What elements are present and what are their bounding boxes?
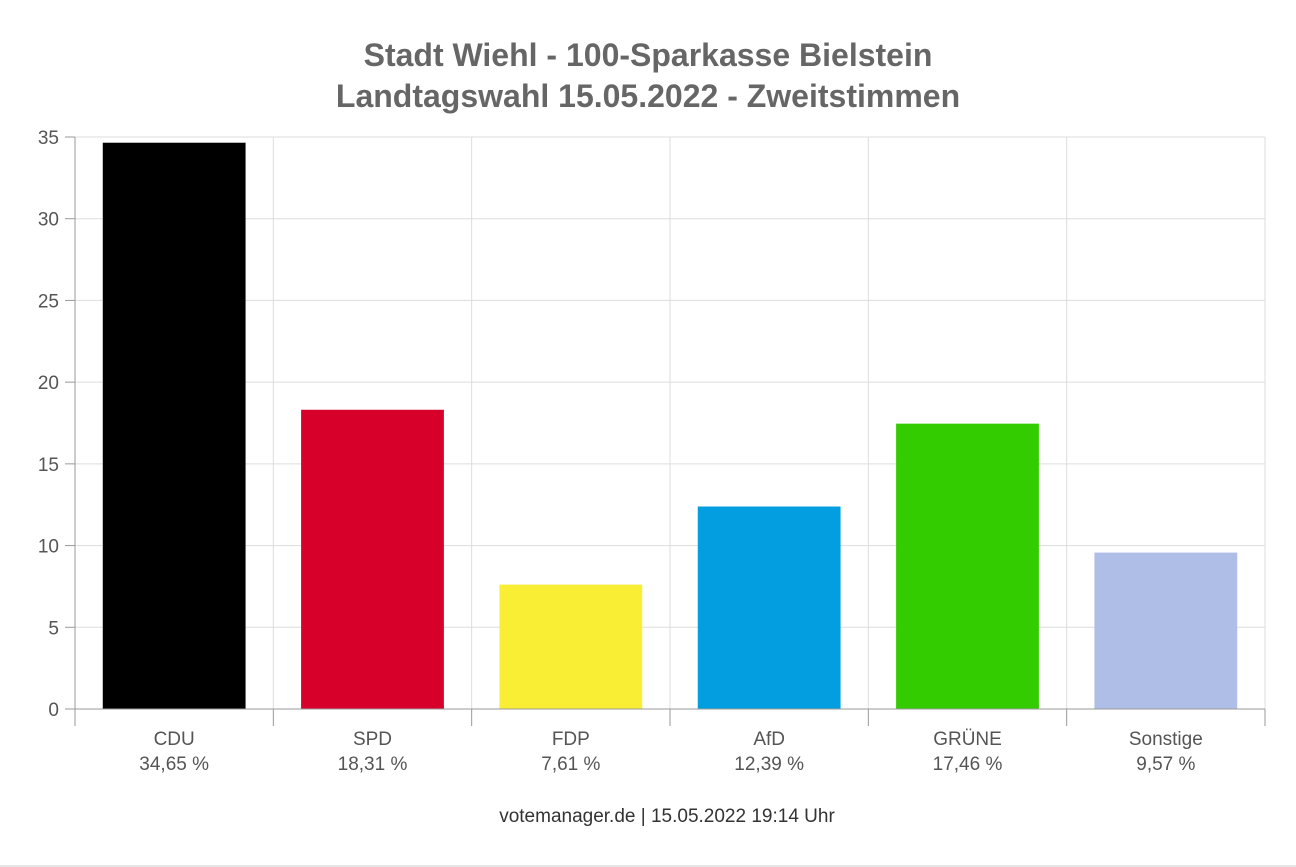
- y-tick-label: 10: [38, 537, 59, 558]
- bar-grüne: [896, 423, 1039, 709]
- label-layer: 0 5 10 15 20 25 30 35 CDU 34,65 % SPD 18,31 % FDP 7,6…: [38, 128, 1203, 775]
- y-tick-label: 5: [48, 618, 59, 639]
- x-category-label: Sonstige: [1129, 729, 1203, 750]
- value-label: 18,31 %: [338, 754, 408, 775]
- x-category-label: GRÜNE: [933, 729, 1002, 750]
- bar-cdu: [102, 142, 246, 710]
- x-category-label: SPD: [353, 729, 392, 750]
- bar-sonstige: [1094, 552, 1238, 709]
- footer-source: votemanager.de | 15.05.2022 19:14 Uhr: [499, 806, 835, 827]
- y-tick-label: 0: [48, 700, 59, 721]
- value-label: 7,61 %: [541, 754, 600, 775]
- y-tick-label: 20: [38, 373, 59, 394]
- x-category-label: FDP: [552, 729, 590, 750]
- bar-spd: [301, 409, 444, 709]
- chart-title-line-1: Stadt Wiehl - 100-Sparkasse Bielstein: [364, 37, 933, 73]
- bar-layer: [102, 142, 1238, 710]
- chart-title-line-2: Landtagswahl 15.05.2022 - Zweitstimmen: [336, 78, 960, 114]
- x-category-label: CDU: [154, 729, 195, 750]
- value-label: 17,46 %: [933, 754, 1003, 775]
- y-tick-label: 25: [38, 291, 59, 312]
- y-tick-label: 35: [38, 128, 59, 149]
- y-tick-label: 15: [38, 455, 59, 476]
- x-category-label: AfD: [753, 729, 785, 750]
- axis-layer: [65, 136, 1266, 726]
- value-label: 34,65 %: [139, 754, 209, 775]
- bar-afd: [697, 506, 841, 709]
- value-label: 12,39 %: [734, 754, 804, 775]
- bar-fdp: [499, 584, 643, 709]
- y-tick-label: 30: [38, 210, 59, 231]
- value-label: 9,57 %: [1136, 754, 1195, 775]
